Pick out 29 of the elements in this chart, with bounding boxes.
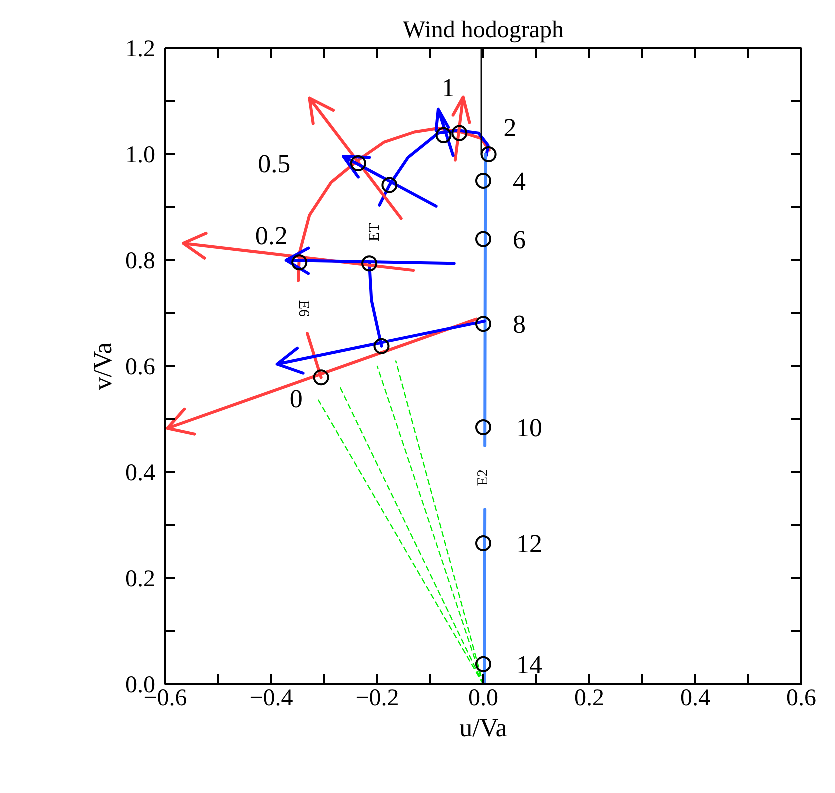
chart-title: Wind hodograph (403, 18, 564, 44)
x-tick-label: −0.2 (356, 686, 400, 712)
annotation: 0.2 (255, 222, 288, 251)
annotation: 14 (516, 650, 542, 680)
y-tick-label: 0.4 (126, 460, 156, 486)
annotation: 10 (516, 413, 542, 442)
y-tick-label: 0.2 (126, 566, 156, 592)
y-tick-label: 1.0 (126, 142, 156, 168)
annotation: E2 (476, 469, 492, 486)
x-tick-label: 0.4 (680, 686, 710, 712)
annotation: 4 (513, 167, 526, 196)
x-tick-label: −0.4 (250, 686, 294, 712)
annotation: E6 (295, 300, 312, 318)
y-axis-title: v/Va (88, 342, 118, 390)
annotation: 6 (513, 225, 526, 254)
y-tick-label: 0.8 (126, 248, 156, 274)
x-axis-title: u/Va (460, 714, 508, 742)
annotation: 0.5 (258, 150, 291, 179)
annotation: 2 (504, 113, 517, 142)
x-tick-label: 0.0 (468, 686, 498, 712)
annotation: ET (366, 223, 383, 242)
annotation: 8 (513, 310, 526, 340)
y-tick-label: 0.6 (126, 354, 156, 380)
annotation: 0 (290, 384, 303, 414)
x-tick-label: 0.2 (574, 686, 604, 712)
y-tick-label: 1.2 (126, 36, 156, 62)
annotation: 1 (442, 73, 455, 102)
x-tick-label: 0.6 (786, 686, 816, 712)
annotation: 12 (516, 530, 542, 559)
